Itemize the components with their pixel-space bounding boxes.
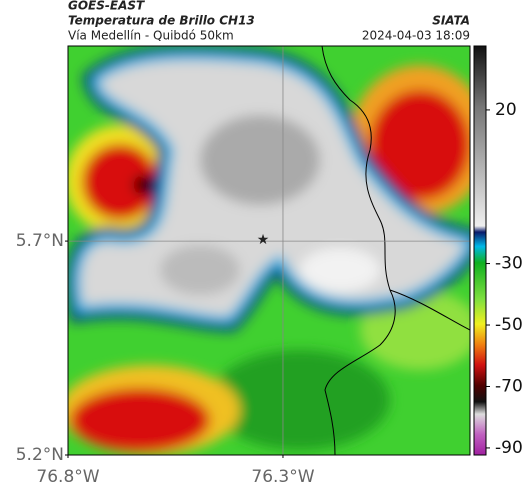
colorbar-tick-label: -90	[495, 438, 523, 458]
location: Vía Medellín - Quibdó 50km	[68, 29, 234, 43]
colorbar-tick-label: -70	[495, 376, 523, 396]
subtitle: Temperatura de Brillo CH13	[68, 14, 255, 28]
title: GOES-EAST	[68, 0, 145, 13]
colorbar-tick-label: -50	[495, 315, 523, 335]
colorbar-tick-label: 20	[495, 100, 517, 120]
map-frame	[67, 45, 471, 456]
datetime: 2024-04-03 18:09	[362, 29, 470, 43]
lon-tick-label: 76.8°W	[36, 467, 99, 487]
tick-layer: 5.7°N 5.2°N76.8°W 76.3°W 20 -30 -50 -70 -90	[16, 100, 523, 487]
location-star: ★	[257, 232, 270, 248]
source: SIATA	[432, 14, 470, 28]
lat-tick-label: 5.2°N	[16, 445, 64, 465]
colorbar-tick-label: -30	[495, 254, 523, 274]
lat-tick-label: 5.7°N	[16, 231, 64, 251]
lon-tick-label: 76.3°W	[251, 467, 314, 487]
colorbar	[473, 45, 487, 456]
brightness-field: ★	[68, 46, 470, 455]
